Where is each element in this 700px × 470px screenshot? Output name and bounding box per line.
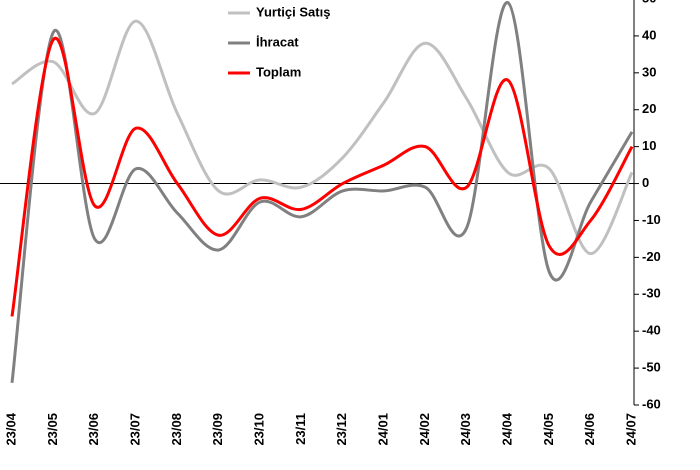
x-tick-label: 23/11 bbox=[293, 413, 308, 445]
x-tick-label: 23/09 bbox=[210, 413, 225, 446]
series-line bbox=[10, 36, 634, 317]
x-tick-label: 24/01 bbox=[375, 413, 390, 446]
y-tick-label: 50 bbox=[642, 0, 656, 5]
x-tick-label: 23/04 bbox=[3, 412, 18, 445]
y-tick-label: 20 bbox=[642, 101, 656, 116]
x-tick-label: 24/07 bbox=[623, 413, 638, 446]
series-line bbox=[10, 1, 634, 384]
x-tick-label: 23/06 bbox=[86, 413, 101, 446]
y-tick-label: 40 bbox=[642, 27, 656, 42]
y-tick-label: 0 bbox=[642, 175, 649, 190]
x-tick-label: 23/05 bbox=[45, 413, 60, 446]
y-tick-label: -60 bbox=[642, 396, 661, 411]
x-tick-label: 24/06 bbox=[582, 413, 597, 446]
series-line bbox=[11, 19, 634, 256]
y-tick-label: -20 bbox=[642, 249, 661, 264]
x-tick-label: 24/05 bbox=[541, 413, 556, 446]
x-tick-label: 23/12 bbox=[334, 413, 349, 446]
y-tick-label: -10 bbox=[642, 212, 661, 227]
legend-label: Toplam bbox=[256, 64, 301, 79]
x-tick-label: 23/10 bbox=[251, 413, 266, 446]
y-tick-label: -40 bbox=[642, 323, 661, 338]
y-tick-label: -50 bbox=[642, 360, 661, 375]
x-tick-label: 24/03 bbox=[458, 413, 473, 446]
y-tick-label: 10 bbox=[642, 138, 656, 153]
legend-label: Yurtiçi Satış bbox=[256, 4, 330, 19]
x-tick-label: 23/08 bbox=[169, 413, 184, 446]
legend-label: İhracat bbox=[256, 34, 299, 49]
y-tick-label: -30 bbox=[642, 286, 661, 301]
x-tick-label: 23/07 bbox=[127, 413, 142, 446]
y-tick-label: 30 bbox=[642, 64, 656, 79]
x-tick-label: 24/04 bbox=[499, 412, 514, 445]
x-tick-label: 24/02 bbox=[417, 413, 432, 446]
